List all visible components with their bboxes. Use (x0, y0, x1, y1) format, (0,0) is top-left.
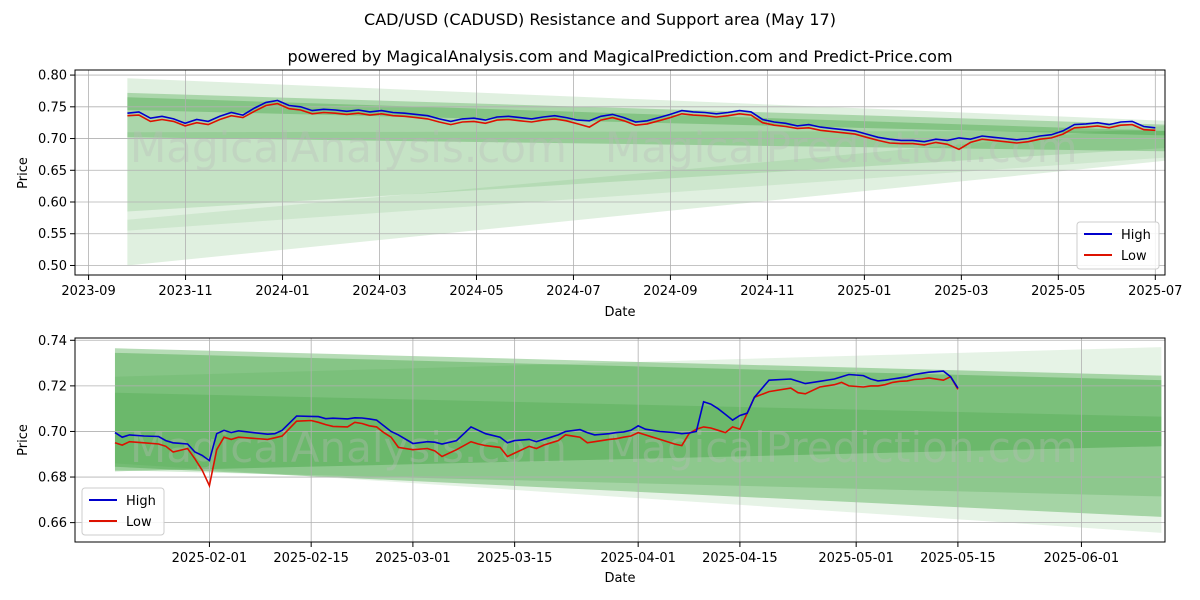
x-tick-label: 2025-03-15 (477, 551, 553, 566)
y-tick-label: 0.70 (38, 132, 67, 147)
bottom-legend-high-label: High (126, 494, 156, 509)
bottom-chart-legend: High Low (81, 487, 165, 536)
resistance-band-inner (127, 92, 1165, 136)
bottom-chart: MagicalAnalysis.com MagicalPrediction.co… (16, 334, 1166, 586)
top-chart-watermarks: MagicalAnalysis.com MagicalPrediction.co… (130, 123, 1078, 172)
bottom-chart-xlabel: Date (604, 571, 635, 586)
x-tick-label: 2025-01 (837, 284, 891, 299)
x-tick-label: 2025-04-15 (702, 551, 778, 566)
x-tick-label: 2025-05-15 (920, 551, 996, 566)
watermark-analysis-bottom: MagicalAnalysis.com (130, 423, 567, 472)
y-tick-label: 0.50 (38, 259, 67, 274)
x-tick-label: 2025-05-01 (818, 551, 894, 566)
x-tick-label: 2024-05 (449, 284, 503, 299)
top-legend-low-label: Low (1121, 249, 1147, 264)
x-tick-label: 2025-06-01 (1044, 551, 1120, 566)
top-chart-legend: High Low (1076, 221, 1160, 270)
x-tick-label: 2025-07 (1128, 284, 1182, 299)
top-chart-low-line (127, 102, 1156, 151)
support-band-outer (127, 130, 1165, 266)
x-tick-label: 2024-03 (352, 284, 406, 299)
y-tick-label: 0.55 (38, 227, 67, 242)
y-tick-label: 0.80 (38, 69, 67, 84)
x-tick-label: 2023-09 (61, 284, 115, 299)
y-tick-label: 0.70 (38, 425, 67, 440)
y-tick-label: 0.66 (38, 516, 67, 531)
figure-subtitle: powered by MagicalAnalysis.com and Magic… (287, 47, 952, 66)
top-chart-ylabel: Price (16, 157, 31, 189)
bottom-chart-y-ticks: 0.66 0.68 0.70 0.72 0.74 (38, 334, 75, 531)
top-legend-high-label: High (1121, 228, 1151, 243)
bottom-chart-x-ticks: 2025-02-01 2025-02-15 2025-03-01 2025-03-15… (172, 542, 1120, 566)
top-chart-x-ticks: 2023-09 2023-11 2024-01 2024-03 2024-05 2024-… (61, 275, 1182, 299)
y-tick-label: 0.74 (38, 334, 67, 349)
top-chart: MagicalAnalysis.com MagicalPrediction.co… (16, 69, 1182, 320)
x-tick-label: 2024-01 (255, 284, 309, 299)
x-tick-label: 2024-07 (546, 284, 600, 299)
top-chart-y-ticks: 0.50 0.55 0.60 0.65 0.70 0.75 0.80 (38, 69, 75, 274)
y-tick-label: 0.60 (38, 196, 67, 211)
x-tick-label: 2023-11 (158, 284, 212, 299)
watermark-prediction-bottom: MagicalPrediction.com (605, 423, 1078, 472)
bottom-chart-ylabel: Price (16, 424, 31, 456)
x-tick-label: 2025-03 (934, 284, 988, 299)
top-chart-xlabel: Date (604, 305, 635, 320)
top-chart-frame (74, 69, 1166, 276)
figure-title: CAD/USD (CADUSD) Resistance and Support … (364, 10, 836, 29)
x-tick-label: 2025-03-01 (375, 551, 451, 566)
x-tick-label: 2025-05 (1031, 284, 1085, 299)
bottom-legend-low-label: Low (126, 515, 152, 530)
y-tick-label: 0.68 (38, 471, 67, 486)
x-tick-label: 2025-02-01 (172, 551, 248, 566)
watermark-prediction: MagicalPrediction.com (605, 123, 1078, 172)
y-tick-label: 0.65 (38, 164, 67, 179)
bottom-chart-frame (74, 337, 1166, 543)
bottom-chart-low-line (114, 375, 959, 489)
bottom-chart-high-line (114, 370, 959, 462)
y-tick-label: 0.72 (38, 379, 67, 394)
y-tick-label: 0.75 (38, 100, 67, 115)
top-chart-high-line (127, 99, 1156, 143)
x-tick-label: 2025-04-01 (600, 551, 676, 566)
watermark-analysis: MagicalAnalysis.com (130, 123, 567, 172)
bottom-chart-watermarks: MagicalAnalysis.com MagicalPrediction.co… (130, 423, 1078, 472)
mid-band (127, 125, 1165, 231)
x-tick-label: 2025-02-15 (273, 551, 349, 566)
x-tick-label: 2024-09 (643, 284, 697, 299)
x-tick-label: 2024-11 (740, 284, 794, 299)
